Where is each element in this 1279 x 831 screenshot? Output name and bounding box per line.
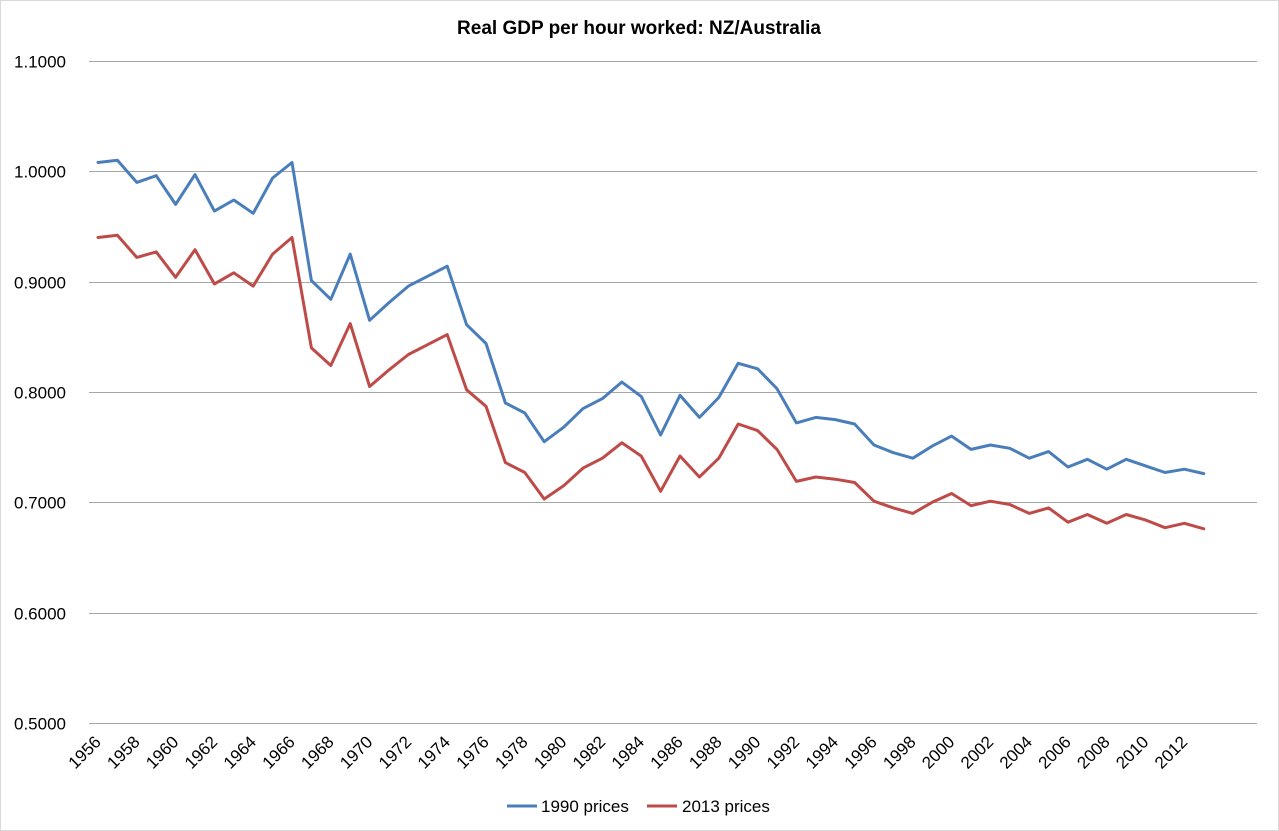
x-tick-label: 1988: [685, 732, 725, 772]
y-tick-label: 0.5000: [14, 715, 66, 734]
x-tick-label: 2008: [1073, 732, 1113, 772]
gridlines: [89, 61, 1257, 724]
x-tick-label: 1958: [103, 732, 143, 772]
legend: 1990 prices 2013 prices: [507, 797, 770, 816]
x-tick-label: 1978: [491, 732, 531, 772]
x-tick-label: 1968: [297, 732, 337, 772]
series-line-1990-prices: [96, 158, 1206, 476]
x-tick-label: 2012: [1151, 732, 1191, 772]
y-tick-label: 0.7000: [14, 494, 66, 513]
y-tick-label: 0.9000: [14, 274, 66, 293]
x-tick-label: 2006: [1035, 732, 1075, 772]
x-tick-label: 1974: [414, 732, 454, 772]
series-line-2013-prices: [96, 233, 1206, 531]
x-tick-label: 1980: [530, 732, 570, 772]
x-tick-label: 1970: [336, 732, 376, 772]
x-axis: 1956195819601962196419661968197019721974…: [65, 732, 1192, 772]
x-tick-label: 1996: [841, 732, 881, 772]
y-tick-label: 0.6000: [14, 605, 66, 624]
x-tick-label: 2000: [918, 732, 958, 772]
x-tick-label: 1998: [879, 732, 919, 772]
x-tick-label: 1982: [569, 732, 609, 772]
x-tick-label: 1984: [608, 732, 648, 772]
x-tick-label: 1960: [142, 732, 182, 772]
x-tick-label: 1962: [181, 732, 221, 772]
x-tick-label: 1966: [259, 732, 299, 772]
x-tick-label: 1956: [65, 732, 105, 772]
x-tick-label: 1992: [763, 732, 803, 772]
x-tick-label: 1994: [802, 732, 842, 772]
y-tick-label: 1.0000: [14, 163, 66, 182]
y-tick-label: 0.8000: [14, 384, 66, 403]
x-tick-label: 2010: [1112, 732, 1152, 772]
legend-label: 1990 prices: [541, 797, 629, 816]
x-tick-label: 1964: [220, 732, 260, 772]
chart-title: Real GDP per hour worked: NZ/Australia: [457, 18, 821, 39]
x-tick-label: 1986: [647, 732, 687, 772]
x-tick-label: 1990: [724, 732, 764, 772]
y-tick-label: 1.1000: [14, 53, 66, 72]
y-axis: 0.5000 0.6000 0.7000 0.8000 0.9000 1.0000 1.10…: [14, 53, 66, 734]
series-lines: [96, 158, 1206, 531]
x-tick-label: 1972: [375, 732, 415, 772]
x-tick-label: 2002: [957, 732, 997, 772]
x-tick-label: 2004: [996, 732, 1036, 772]
legend-label: 2013 prices: [682, 797, 770, 816]
x-tick-label: 1976: [453, 732, 493, 772]
